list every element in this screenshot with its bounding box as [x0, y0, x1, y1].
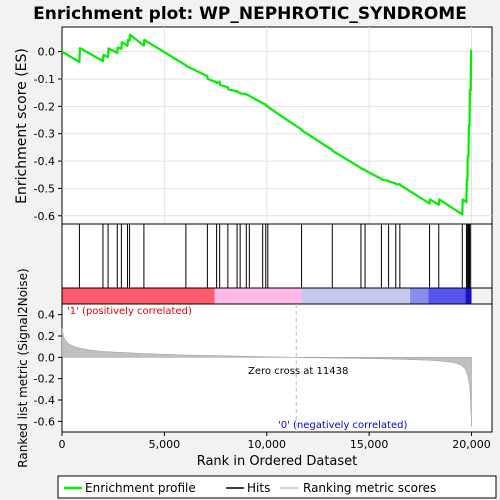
- enrichment-y-tick-label: 0.0: [38, 46, 56, 59]
- legend-entry-ranking: Ranking metric scores: [303, 481, 436, 495]
- ranking-y-axis-label: Ranked list metric (Signal2Noise): [16, 268, 30, 467]
- enrichment-y-ticks: 0.0 -0.1 -0.2 -0.3 -0.4 -0.5 -0.6: [34, 46, 62, 223]
- ranking-y-tick-label: -0.6: [34, 415, 55, 428]
- color-bar-segment: [428, 288, 466, 304]
- ranking-panel: [61, 303, 493, 433]
- ranking-y-tick-label: -0.4: [34, 394, 55, 407]
- ranking-y-tick-label: 0.0: [38, 351, 56, 364]
- enrichment-grid: [62, 27, 492, 224]
- enrichment-y-tick-label: -0.6: [34, 210, 55, 223]
- enrichment-y-tick-label: -0.3: [34, 128, 55, 141]
- ranking-y-tick-label: 0.2: [38, 330, 56, 343]
- x-axis-label: Rank in Ordered Dataset: [197, 454, 358, 469]
- color-bar-segment: [301, 288, 411, 304]
- enrichment-y-tick-label: -0.1: [34, 73, 55, 86]
- ranking-y-tick-label: -0.2: [34, 373, 55, 386]
- x-tick-label: 15,000: [350, 438, 389, 451]
- enrichment-y-tick-label: -0.2: [34, 100, 55, 113]
- color-bar-segment: [214, 288, 302, 304]
- hits-panel: [61, 223, 493, 289]
- legend-entry-hits: Hits: [247, 481, 270, 495]
- x-tick-label: 10,000: [248, 438, 287, 451]
- ranking-y-ticks: 0.4 0.2 0.0 -0.2 -0.4 -0.6: [34, 309, 62, 428]
- chart-title: Enrichment plot: WP_NEPHROTIC_SYNDROME: [33, 4, 467, 24]
- x-tick-label: 20,000: [452, 438, 491, 451]
- ranking-metric-area: [61, 328, 472, 427]
- enrichment-y-tick-label: -0.4: [34, 155, 55, 168]
- rank-color-bar: [62, 288, 472, 304]
- x-tick-label: 5,000: [149, 438, 181, 451]
- color-bar-segment: [410, 288, 429, 304]
- color-bar-segment: [62, 288, 215, 304]
- enrichment-panel: [61, 26, 493, 225]
- hits-marks: [78, 224, 472, 288]
- x-axis-ticks: 0 5,000 10,000 15,000 20,000: [59, 432, 491, 451]
- color-bar-segment: [465, 288, 472, 304]
- legend-entry-enrichment: Enrichment profile: [85, 481, 196, 495]
- legend-box: [57, 475, 497, 499]
- positive-correlation-label: '1' (positively correlated): [67, 306, 192, 317]
- enrichment-y-axis-label: Enrichment score (ES): [14, 48, 30, 204]
- x-tick-label: 0: [59, 438, 66, 451]
- ranking-y-tick-label: 0.4: [38, 309, 56, 322]
- zero-cross-label: Zero cross at 11438: [248, 366, 348, 377]
- enrichment-profile-line: [61, 33, 473, 216]
- negative-correlation-label: '0' (negatively correlated): [278, 420, 407, 431]
- legend: Enrichment profile Hits Ranking metric s…: [57, 475, 497, 499]
- enrichment-y-tick-label: -0.5: [34, 182, 55, 195]
